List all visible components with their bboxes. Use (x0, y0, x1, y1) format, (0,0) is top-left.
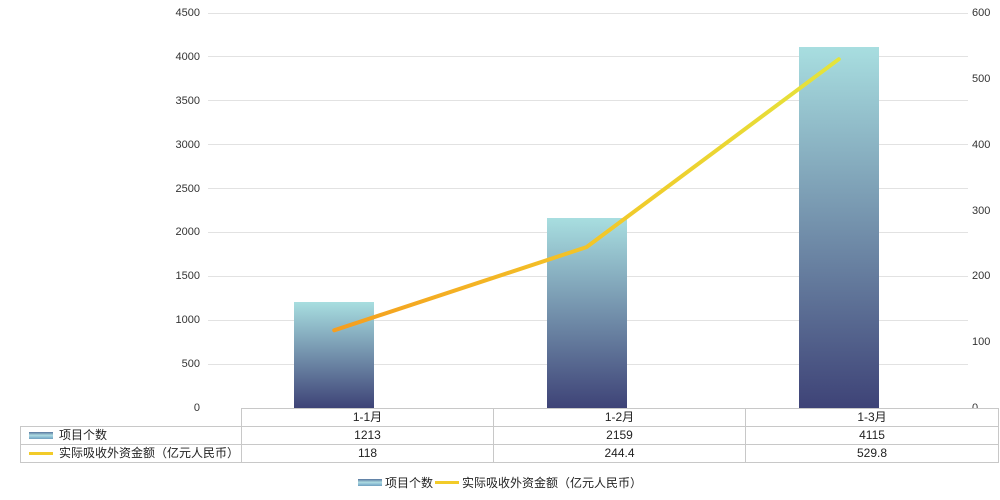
left-axis-tick-label: 2000 (175, 226, 200, 239)
line-series-name: 实际吸收外资金额（亿元人民币） (59, 446, 240, 460)
line-series-swatch-icon (29, 452, 53, 456)
value-cell: 244.4 (493, 444, 747, 463)
legend-bar-swatch-icon (357, 478, 382, 486)
left-axis-tick-label: 4000 (175, 50, 200, 63)
table-row-categories: 1-1月 1-2月 1-3月 (21, 408, 1000, 427)
chart-legend: 项目个数 实际吸收外资金额（亿元人民币） (0, 474, 1000, 490)
bar (546, 218, 627, 408)
left-axis-tick-label: 3500 (175, 94, 200, 107)
right-axis-tick-label: 500 (972, 72, 991, 85)
value-cell: 529.8 (745, 444, 1000, 463)
left-axis-tick-label: 1000 (175, 314, 200, 327)
value-cell: 4115 (745, 426, 1000, 445)
left-axis-tick-label: 2500 (175, 182, 200, 195)
series-label-cell: 项目个数 (19, 426, 243, 445)
value-cell: 2159 (493, 426, 747, 445)
left-axis-tick-label: 0 (193, 402, 200, 414)
left-axis-tick-label: 1500 (175, 270, 200, 283)
legend-bar-label: 项目个数 (384, 475, 433, 490)
bar-series-swatch-icon (29, 432, 53, 440)
category-cell: 1-1月 (241, 408, 495, 427)
data-table: 1-1月 1-2月 1-3月 项目个数 1213 2159 4115 实际吸收外… (19, 408, 1000, 463)
bar (798, 46, 879, 408)
category-cell: 1-2月 (493, 408, 747, 427)
value-cell: 118 (241, 444, 495, 463)
bar (294, 301, 375, 408)
table-corner-cell (21, 409, 242, 427)
right-axis-tick-label: 200 (972, 270, 991, 283)
right-axis-tick-label: 600 (972, 7, 991, 19)
legend-line-swatch-icon (435, 480, 459, 484)
bar-series-name: 项目个数 (59, 428, 108, 442)
value-cell: 1213 (241, 426, 495, 445)
left-axis-tick-label: 4500 (175, 7, 200, 19)
right-axis-tick-label: 400 (972, 138, 991, 151)
left-axis-tick-label: 500 (181, 358, 200, 371)
category-cell: 1-3月 (745, 408, 1000, 427)
legend-line-label: 实际吸收外资金额（亿元人民币） (462, 475, 643, 490)
right-axis-tick-label: 100 (972, 336, 991, 349)
gridline (208, 56, 968, 58)
left-axis-tick-label: 3000 (175, 138, 200, 151)
table-row-line-series: 实际吸收外资金额（亿元人民币） 118 244.4 529.8 (19, 444, 1000, 463)
gridline (208, 12, 968, 14)
table-row-bar-series: 项目个数 1213 2159 4115 (19, 426, 1000, 445)
right-axis-tick-label: 300 (972, 204, 991, 217)
series-label-cell: 实际吸收外资金额（亿元人民币） (19, 444, 243, 463)
